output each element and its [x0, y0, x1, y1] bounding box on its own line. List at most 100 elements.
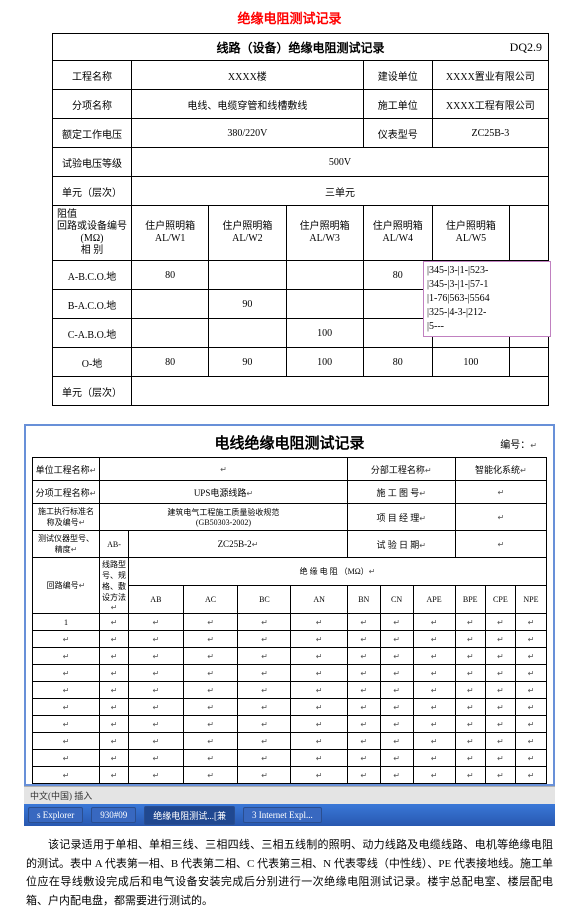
t2-row-6-c2: ↵: [238, 716, 291, 733]
t2-row-1-mid: ↵: [100, 631, 129, 648]
t2-row-3-c7: ↵: [455, 665, 485, 682]
t1-left-hdr2: 回路或设备编号: [57, 221, 127, 233]
t2-row-7-c4: ↵: [347, 733, 380, 750]
t2r1l: 分项工程名称↵: [33, 481, 100, 504]
footnote-text: 该记录适用于单相、单相三线、三相四线、三相五线制的照明、动力线路及电缆线路、电机…: [26, 836, 553, 911]
gc5: CN: [380, 586, 413, 614]
t2-row-4-c8: ↵: [485, 682, 515, 699]
dr1-1: 90: [209, 290, 286, 319]
t2r0l: 单位工程名称↵: [33, 458, 100, 481]
t2-row-1-c8: ↵: [485, 631, 515, 648]
t2-row-8-c1: ↵: [183, 750, 238, 767]
t1-r1-v: 电线、电缆穿管和线槽敷线: [132, 90, 364, 119]
t2-row-2-c3: ↵: [291, 648, 347, 665]
t2-row-4-c2: ↵: [238, 682, 291, 699]
t2-row-7-c5: ↵: [380, 733, 413, 750]
t2-row-9-c4: ↵: [347, 767, 380, 784]
t2-row-8-c4: ↵: [347, 750, 380, 767]
t2-gh-group: 绝 缘 电 阻 （MΩ）↵: [129, 558, 547, 586]
table2-frame: 电线绝缘电阻测试记录 编号：↵ 单位工程名称↵ ↵ 分部工程名称↵ 智能化系统↵…: [24, 424, 555, 786]
t2-row-3-c8: ↵: [485, 665, 515, 682]
task-0[interactable]: s Explorer: [28, 807, 83, 823]
t2-row-3-label: ↵: [33, 665, 100, 682]
t2-row-3-c5: ↵: [380, 665, 413, 682]
dr3-4: 100: [432, 348, 509, 377]
t2-row-0-c2: ↵: [238, 614, 291, 631]
t1-r1-rv: XXXX工程有限公司: [432, 90, 548, 119]
t1-volt-v: 500V: [132, 148, 549, 177]
t2-row-6-c5: ↵: [380, 716, 413, 733]
t2-row-0-c9: ↵: [515, 614, 546, 631]
t1-col-extra: [510, 206, 549, 261]
t2-row-2-c5: ↵: [380, 648, 413, 665]
t2-row-1-c4: ↵: [347, 631, 380, 648]
t1-left-unit: (MΩ): [81, 233, 104, 244]
t1-r0-v: XXXX楼: [132, 61, 364, 90]
t1-col4: 住户照明箱AL/W5: [432, 206, 509, 261]
t1-r2-r: 仪表型号: [363, 119, 432, 148]
gc9: NPE: [515, 586, 546, 614]
t2-row-6-mid: ↵: [100, 716, 129, 733]
t2-row-8-c9: ↵: [515, 750, 546, 767]
t2r3pre: AB-: [100, 531, 129, 558]
t1-footer: 单元（层次）: [53, 377, 132, 406]
task-2[interactable]: 绝缘电阻测试...[兼: [144, 806, 235, 825]
t2-row-8-c2: ↵: [238, 750, 291, 767]
t2-row-1-c3: ↵: [291, 631, 347, 648]
t2-row-9-c0: ↵: [129, 767, 184, 784]
t2-row-9-c6: ↵: [413, 767, 455, 784]
t2r3l: 测试仪器型号、精度↵: [33, 531, 100, 558]
annotation-box: |345-|3-|1-|523- |345-|3-|1-|57-1 |1-76|…: [423, 261, 551, 337]
t2-row-5-c1: ↵: [183, 699, 238, 716]
t1-hdr-left: 阻值 回路或设备编号 (MΩ) 相 别: [53, 206, 132, 261]
t2r2rv: ↵: [455, 504, 546, 531]
t2-row-1-label: ↵: [33, 631, 100, 648]
t2-row-5-c6: ↵: [413, 699, 455, 716]
t2-row-7-c1: ↵: [183, 733, 238, 750]
t2-row-2-c8: ↵: [485, 648, 515, 665]
t2-row-1-c7: ↵: [455, 631, 485, 648]
t2r0rv: 智能化系统↵: [455, 458, 546, 481]
t2-row-4-c3: ↵: [291, 682, 347, 699]
t1-unit-v: 三单元: [132, 177, 549, 206]
t2-row-2-mid: ↵: [100, 648, 129, 665]
gc1: AC: [183, 586, 238, 614]
t1-r1-l: 分项名称: [53, 90, 132, 119]
t2-row-2-label: ↵: [33, 648, 100, 665]
dr1-l: B-A.C.O.地: [53, 290, 132, 319]
t2-row-6-c4: ↵: [347, 716, 380, 733]
t2-row-1-c6: ↵: [413, 631, 455, 648]
task-1[interactable]: 930#09: [91, 807, 136, 823]
t2-row-8-c0: ↵: [129, 750, 184, 767]
annot-2: |1-76|563-|5564: [427, 292, 547, 306]
dr0-3: 80: [363, 261, 432, 290]
t2-row-3-mid: ↵: [100, 665, 129, 682]
t2-row-2-c6: ↵: [413, 648, 455, 665]
task-3[interactable]: 3 Internet Expl...: [243, 807, 322, 823]
t2-row-7-c6: ↵: [413, 733, 455, 750]
t2-body: 1↵↵↵↵↵↵↵↵↵↵↵↵↵↵↵↵↵↵↵↵↵↵↵↵↵↵↵↵↵↵↵↵↵↵↵↵↵↵↵…: [33, 614, 547, 784]
table2-num-label: 编号：↵: [500, 436, 537, 451]
t2-row-4-c7: ↵: [455, 682, 485, 699]
t2-row-9-label: ↵: [33, 767, 100, 784]
gc8: CPE: [485, 586, 515, 614]
t2r1v: UPS电源线路↵: [100, 481, 348, 504]
t2-row-7-label: ↵: [33, 733, 100, 750]
table1: 工程名称 XXXX楼 建设单位 XXXX置业有限公司 分项名称 电线、电缆穿管和…: [52, 60, 549, 406]
t2-row-2-c0: ↵: [129, 648, 184, 665]
t2-row-1-c0: ↵: [129, 631, 184, 648]
t2-gh-mid: 线路型号、规格、敷设方法↵: [100, 558, 129, 614]
t2-row-6-c1: ↵: [183, 716, 238, 733]
dr3-1: 90: [209, 348, 286, 377]
t2-row-4-c0: ↵: [129, 682, 184, 699]
t2-row-6-c8: ↵: [485, 716, 515, 733]
dr1-3: [363, 290, 432, 319]
t2-row-4-c5: ↵: [380, 682, 413, 699]
t1-r2-l: 额定工作电压: [53, 119, 132, 148]
t2-row-8-c5: ↵: [380, 750, 413, 767]
t2-row-0-c8: ↵: [485, 614, 515, 631]
t2-row-3-c6: ↵: [413, 665, 455, 682]
t2r2v: 建筑电气工程施工质量验收规范 (GB50303-2002): [100, 504, 348, 531]
t2-row-0-mid: ↵: [100, 614, 129, 631]
t2-row-0-c1: ↵: [183, 614, 238, 631]
